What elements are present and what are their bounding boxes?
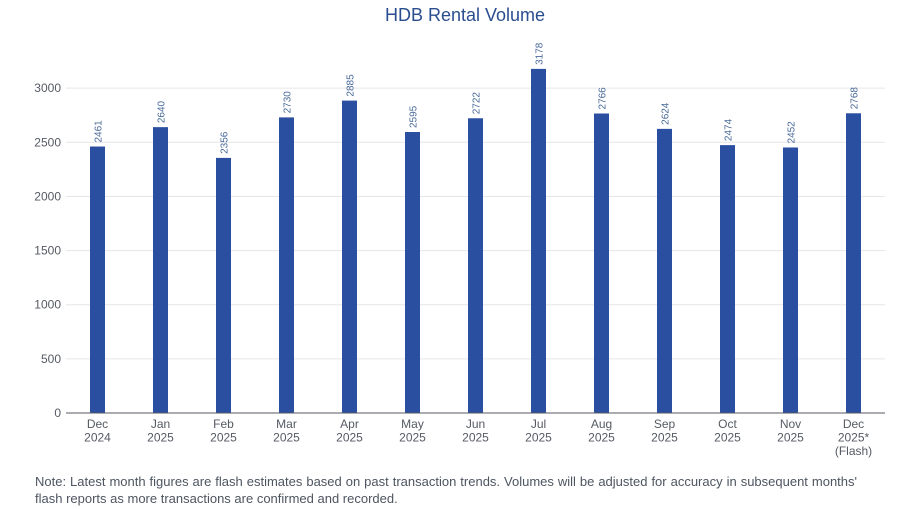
y-tick-label: 1500 — [34, 244, 61, 258]
x-tick-label: Feb 2025 — [210, 417, 237, 445]
data-label: 2722 — [472, 92, 483, 115]
x-tick-label-line: (Flash) — [835, 444, 872, 458]
x-tick-label: Mar 2025 — [273, 417, 300, 445]
data-label: 2624 — [661, 102, 672, 125]
bar — [405, 132, 420, 413]
x-tick-label-line: Jan — [151, 417, 170, 431]
bar — [846, 113, 861, 414]
data-label: 2730 — [283, 91, 294, 114]
x-tick-label-line: 2025 — [336, 431, 363, 445]
x-tick-label: Nov 2025 — [777, 417, 804, 445]
x-tick-label-line: Sep — [654, 417, 676, 431]
data-label: 2768 — [850, 87, 861, 110]
bar — [531, 68, 546, 413]
x-tick-label-line: 2025 — [273, 431, 300, 445]
x-tick-label: Jun 2025 — [462, 417, 489, 445]
x-tick-label: Dec 2024 — [84, 417, 111, 445]
x-tick-label: Oct 2025 — [714, 417, 741, 445]
data-label: 3178 — [535, 42, 546, 65]
y-tick-label: 3000 — [34, 81, 61, 95]
x-tick-label: Aug 2025 — [588, 417, 615, 445]
data-label: 2356 — [220, 131, 231, 154]
x-tick-label-line: 2025 — [588, 431, 615, 445]
x-tick-label-line: Dec — [843, 417, 864, 431]
bar — [657, 128, 672, 413]
bar — [783, 147, 798, 413]
bar — [468, 118, 483, 413]
x-tick-label-line: Apr — [340, 417, 359, 431]
bars: 2461 2640 2356 2730 2885 2595 2722 3178 2766 2624… — [90, 42, 861, 414]
bar — [153, 127, 168, 413]
x-tick-label: Apr 2025 — [336, 417, 363, 445]
x-tick-label: Jul 2025 — [525, 417, 552, 445]
x-tick-label-line: 2025 — [210, 431, 237, 445]
x-tick-label-line: Mar — [276, 417, 297, 431]
data-label: 2461 — [94, 120, 105, 143]
x-tick-label-line: 2025 — [525, 431, 552, 445]
bar — [594, 113, 609, 413]
y-tick-label: 2000 — [34, 189, 61, 203]
x-tick-label-line: 2025 — [651, 431, 678, 445]
x-tick-label-line: Dec — [87, 417, 108, 431]
x-tick-label-line: 2025 — [462, 431, 489, 445]
x-tick-label-line: 2025 — [399, 431, 426, 445]
x-tick-label-line: Feb — [213, 417, 234, 431]
bar — [342, 100, 357, 414]
data-label: 2474 — [724, 118, 735, 141]
y-tick-label: 500 — [41, 352, 61, 366]
y-tick-label: 2500 — [34, 135, 61, 149]
bar — [216, 157, 231, 413]
data-label: 2885 — [346, 74, 357, 97]
x-tick-label-line: Jun — [466, 417, 485, 431]
x-tick-label-line: 2025 — [777, 431, 804, 445]
x-tick-label-line: Aug — [591, 417, 612, 431]
x-tick-label-line: May — [401, 417, 424, 431]
data-label: 2766 — [598, 87, 609, 110]
x-tick-label-line: 2025 — [147, 431, 174, 445]
y-tick-label: 1000 — [34, 298, 61, 312]
data-label: 2595 — [409, 105, 420, 128]
data-label: 2452 — [787, 121, 798, 144]
bar — [90, 146, 105, 413]
bar — [279, 117, 294, 413]
x-tick-label-line: 2025* — [838, 431, 870, 445]
footnote: Note: Latest month figures are flash est… — [35, 474, 857, 506]
x-tick-label: May 2025 — [399, 417, 426, 445]
x-tick-label-line: 2024 — [84, 431, 111, 445]
bar-chart: 2461 2640 2356 2730 2885 2595 2722 3178 2766 2624… — [34, 42, 885, 458]
chart-title: HDB Rental Volume — [384, 5, 546, 25]
x-tick-label-line: Oct — [718, 417, 737, 431]
x-tick-label-line: 2025 — [714, 431, 741, 445]
x-tick-label: Jan 2025 — [147, 417, 174, 445]
x-tick-label: Sep 2025 — [651, 417, 678, 445]
x-tick-label-line: Nov — [780, 417, 801, 431]
bar — [720, 145, 735, 413]
x-tick-label: Dec 2025* (Flash) — [835, 417, 872, 458]
x-tick-label-line: Jul — [531, 417, 546, 431]
data-label: 2640 — [157, 100, 168, 123]
y-tick-label: 0 — [54, 406, 61, 420]
